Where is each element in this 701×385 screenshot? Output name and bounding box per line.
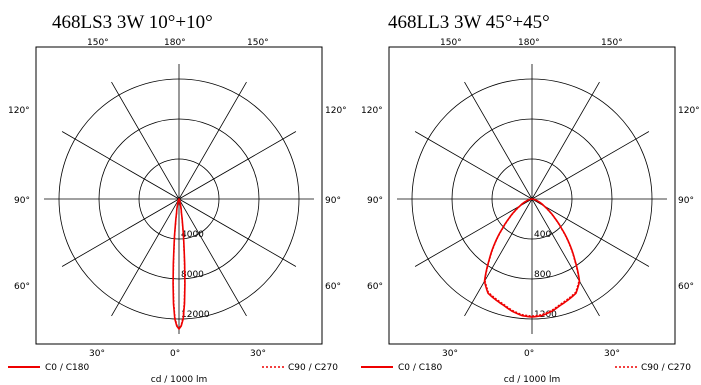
angle-label-150-right: 150° <box>247 38 269 48</box>
ring-value-labels: 4000 8000 12000 <box>181 230 210 320</box>
angle-label-90-left: 90° <box>14 196 30 206</box>
angle-label-150-right: 150° <box>601 38 623 48</box>
angle-label-120-right: 120° <box>678 106 700 116</box>
curve-c90-c270 <box>172 198 186 330</box>
legend-label-c0-c180: C0 / C180 <box>398 363 443 373</box>
polar-diagram-left: 468LS3 3W 10°+10° 4000 8000 12000 150° 180… <box>8 12 347 385</box>
legend-label-c90-c270: C90 / C270 <box>641 363 691 373</box>
grid-ring <box>138 158 220 240</box>
curve-c90-c270 <box>484 198 580 317</box>
legend-label-c90-c270: C90 / C270 <box>288 363 338 373</box>
ring-value-label: 800 <box>534 270 551 280</box>
angle-label-30-left: 30° <box>442 349 458 359</box>
angle-label-0: 0° <box>524 349 534 359</box>
unit-label: cd / 1000 lm <box>504 375 560 385</box>
grid-ring <box>98 118 260 280</box>
angle-label-0: 0° <box>170 349 180 359</box>
polar-grid <box>44 64 314 334</box>
angle-label-150-left: 150° <box>440 38 462 48</box>
angle-label-90-right: 90° <box>325 196 341 206</box>
angle-label-60-left: 60° <box>14 282 30 292</box>
angle-label-60-right: 60° <box>325 282 341 292</box>
angle-label-60-left: 60° <box>367 282 383 292</box>
grid-ring <box>411 78 653 320</box>
legend-label-c0-c180: C0 / C180 <box>45 363 90 373</box>
chart-title: 468LL3 3W 45°+45° <box>388 12 550 33</box>
angle-label-120-right: 120° <box>325 106 347 116</box>
angle-label-30-right: 30° <box>250 349 266 359</box>
angle-label-180: 180° <box>518 38 540 48</box>
angle-label-180: 180° <box>164 38 186 48</box>
chart-title: 468LS3 3W 10°+10° <box>52 12 213 33</box>
ring-value-label: 12000 <box>181 310 210 320</box>
angle-label-90-left: 90° <box>367 196 383 206</box>
intensity-curves <box>483 198 581 318</box>
angle-label-90-right: 90° <box>678 196 694 206</box>
grid-ring <box>451 118 613 280</box>
angle-label-150-left: 150° <box>87 38 109 48</box>
plot-frame <box>35 46 323 345</box>
grid-ring <box>491 158 573 240</box>
angle-label-30-right: 30° <box>604 349 620 359</box>
ring-value-label: 8000 <box>181 270 204 280</box>
angle-label-120-left: 120° <box>361 106 383 116</box>
angle-label-60-right: 60° <box>678 282 694 292</box>
ring-value-label: 4000 <box>181 230 204 240</box>
unit-label: cd / 1000 lm <box>151 375 207 385</box>
angle-label-120-left: 120° <box>8 106 30 116</box>
plot-frame <box>388 46 676 345</box>
intensity-curves <box>172 198 186 330</box>
angle-label-30-left: 30° <box>89 349 105 359</box>
grid-ring <box>58 78 300 320</box>
ring-value-label: 400 <box>534 230 551 240</box>
